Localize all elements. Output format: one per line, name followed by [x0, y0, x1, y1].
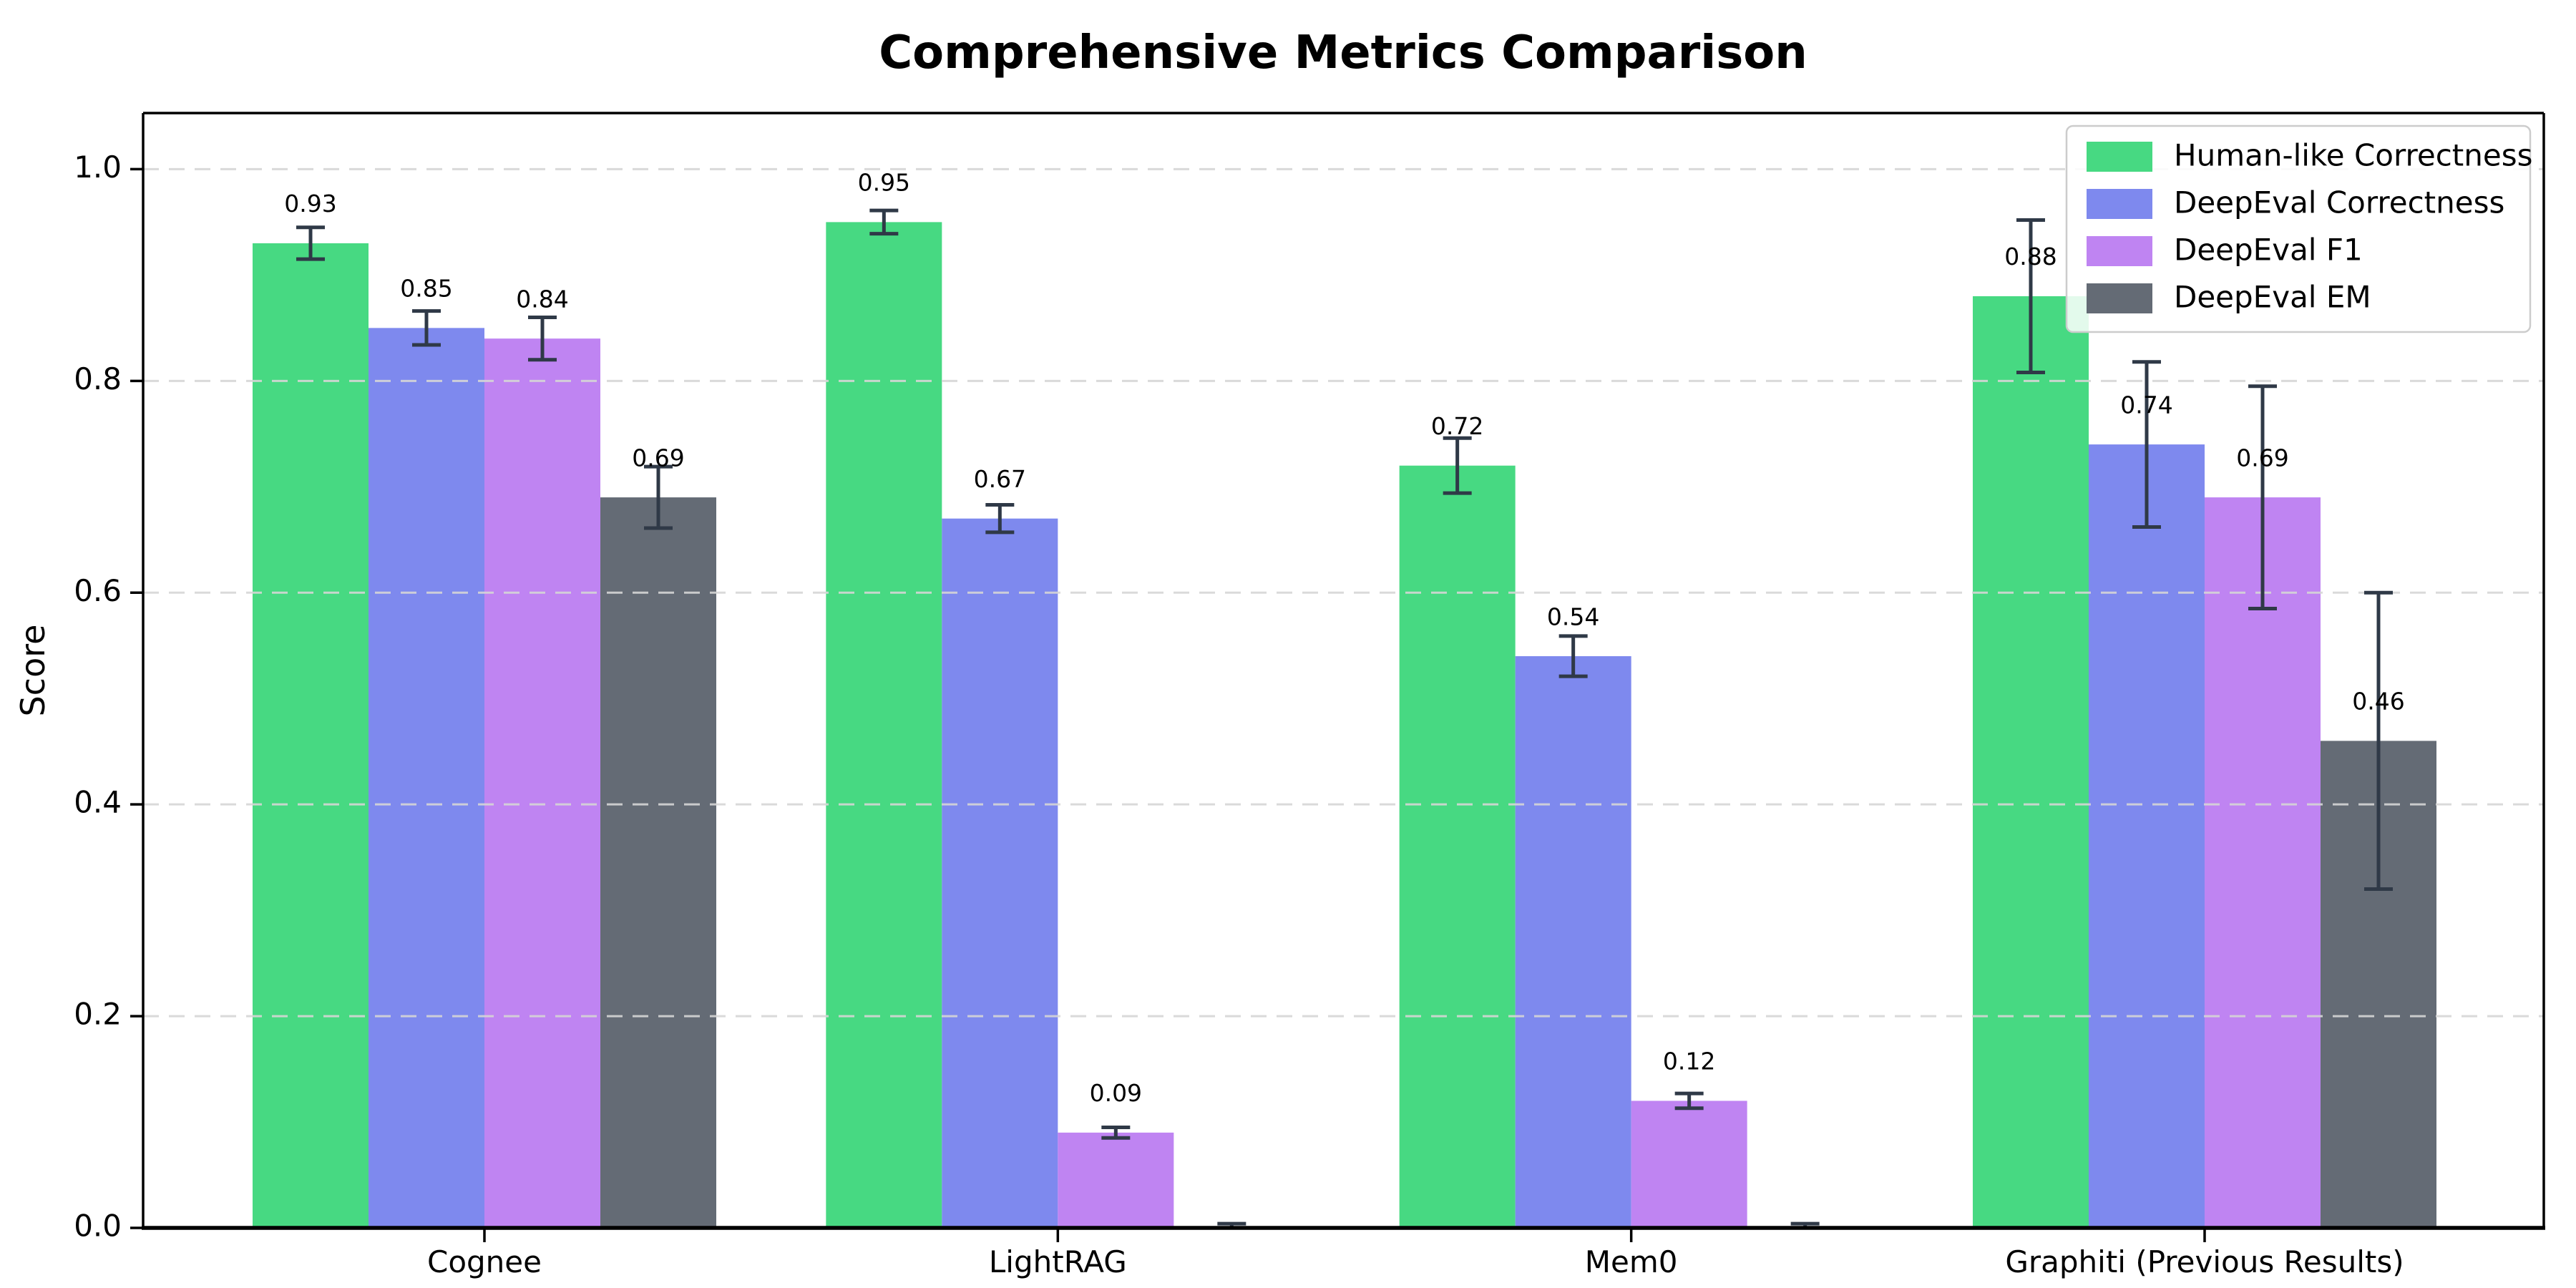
bar-value-label: 0.74: [2120, 391, 2172, 419]
x-tick-label: Mem0: [1585, 1244, 1678, 1279]
gridlines-layer: [143, 167, 2544, 1018]
bar: [1399, 465, 1516, 1228]
chart-title: Comprehensive Metrics Comparison: [879, 26, 1807, 79]
y-axis-label: Score: [14, 625, 52, 717]
bar-value-label: 0.12: [1663, 1048, 1715, 1075]
bar: [1058, 1132, 1174, 1228]
legend-entry-label: DeepEval EM: [2174, 280, 2371, 315]
legend-box: [2065, 125, 2532, 333]
legend-entry-label: Human-like Correctness: [2174, 138, 2533, 173]
x-tick-label: LightRAG: [989, 1244, 1127, 1279]
y-tick-label: 1.0: [74, 150, 122, 185]
y-tick-label: 0.8: [74, 361, 122, 396]
legend-swatch: [2087, 283, 2152, 313]
bar: [484, 338, 600, 1228]
legend-swatch: [2087, 236, 2152, 266]
bar-value-label: 0.85: [400, 275, 452, 303]
bar: [2088, 444, 2205, 1228]
y-tick-label: 0.6: [74, 573, 122, 608]
y-tick-label: 0.4: [74, 785, 122, 820]
bars-layer: [253, 222, 2436, 1228]
bar-value-label: 0.88: [2004, 243, 2057, 270]
legend: Human-like Correctness DeepEval Correctne…: [2065, 125, 2533, 333]
bar-value-label: 0.93: [284, 190, 336, 218]
bar-value-label: 0.95: [858, 169, 910, 197]
bar: [600, 497, 716, 1228]
bar-value-label: 0.46: [2352, 688, 2404, 716]
bar: [369, 328, 484, 1228]
bar: [942, 518, 1058, 1228]
bar: [826, 222, 942, 1228]
error-bars-layer: [296, 208, 2393, 1228]
x-tick-label: Graphiti (Previous Results): [2005, 1244, 2404, 1279]
bar: [1631, 1101, 1747, 1228]
legend-swatch: [2087, 142, 2152, 172]
bar-value-label: 0.09: [1090, 1079, 1142, 1107]
x-tick-label: Cognee: [427, 1244, 542, 1279]
y-tick-label: 0.2: [74, 997, 122, 1032]
axes-layer: 0.0 0.2 0.4 0.6 0.8 1.0 Cognee LightRAG Mem0 Grap…: [74, 112, 2545, 1279]
value-labels-layer: 0.93 0.95 0.72 0.88 0.85 0.67 0.54 0.74 0.84 0.09…: [284, 169, 2404, 1107]
bar: [253, 243, 369, 1228]
bar-value-label: 0.54: [1547, 602, 1599, 630]
bar: [2204, 497, 2321, 1228]
bar: [1972, 296, 2089, 1228]
legend-swatch: [2087, 189, 2152, 219]
bar-value-label: 0.72: [1431, 412, 1483, 440]
y-tick-label: 0.0: [74, 1209, 122, 1244]
bar: [1515, 656, 1631, 1228]
legend-entry-label: DeepEval F1: [2174, 233, 2363, 268]
bar-value-label: 0.84: [516, 285, 568, 313]
bar-value-label: 0.67: [974, 465, 1026, 493]
bar-value-label: 0.69: [632, 444, 684, 472]
bar-value-label: 0.69: [2236, 444, 2288, 472]
legend-entry-label: DeepEval Correctness: [2174, 185, 2504, 220]
